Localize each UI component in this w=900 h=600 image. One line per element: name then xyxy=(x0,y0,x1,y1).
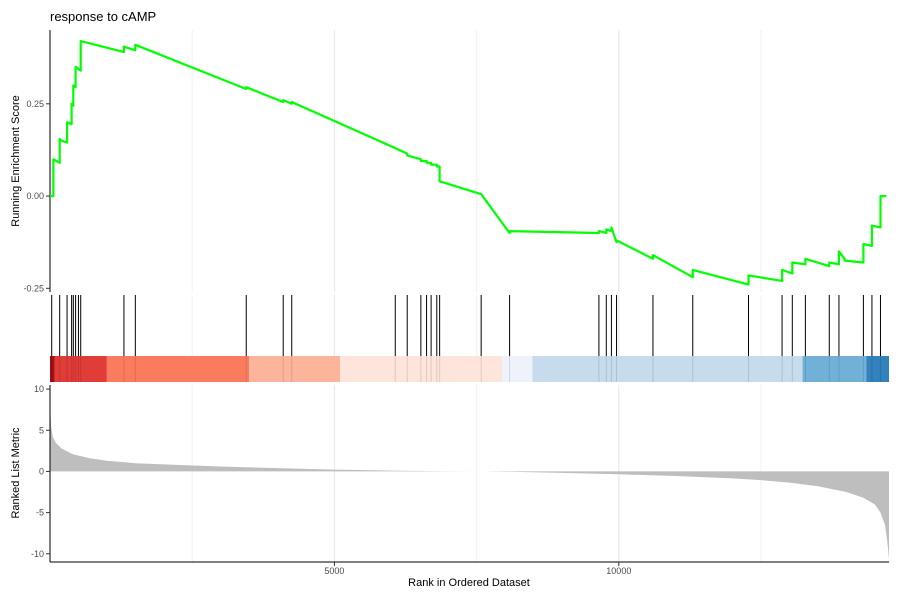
y-tick-label: 0 xyxy=(39,466,44,476)
color-band-segment xyxy=(532,356,803,382)
x-tick-label: 10000 xyxy=(606,566,631,576)
y-tick-label: 0.00 xyxy=(26,191,44,201)
y-tick-label: 0.25 xyxy=(26,99,44,109)
color-band-segment xyxy=(502,356,533,382)
ranked-metric-y-ticks: 10 5 0 -5 -10 xyxy=(31,384,50,559)
chart-title: response to cAMP xyxy=(50,9,156,24)
color-band-segment xyxy=(106,356,250,382)
y-tick-label: -0.25 xyxy=(23,283,44,293)
color-band-segment xyxy=(249,356,341,382)
enrichment-y-ticks: -0.25 0.00 0.25 xyxy=(23,99,50,293)
y-tick-label: 10 xyxy=(34,384,44,394)
ranked-metric-y-axis-label: Ranked List Metric xyxy=(10,427,22,519)
color-band-segment xyxy=(802,356,867,382)
enrichment-score-line xyxy=(50,40,887,286)
x-axis-ticks: 5000 10000 xyxy=(324,562,631,576)
y-tick-label: 5 xyxy=(39,425,44,435)
y-tick-label: -10 xyxy=(31,549,44,559)
y-tick-label: -5 xyxy=(36,508,44,518)
ranked-metric-grid xyxy=(191,385,762,562)
enrichment-y-axis-label: Running Enrichment Score xyxy=(10,95,22,226)
x-tick-label: 5000 xyxy=(324,566,344,576)
color-band-segment xyxy=(50,356,55,382)
ranked-metric-area xyxy=(50,393,889,560)
x-axis-label: Rank in Ordered Dataset xyxy=(408,577,530,589)
color-band-segment xyxy=(340,356,503,382)
color-band-segment xyxy=(866,356,889,382)
rank-color-bar xyxy=(50,356,889,382)
color-band-segment xyxy=(54,356,107,382)
enrichment-grid xyxy=(191,30,762,292)
